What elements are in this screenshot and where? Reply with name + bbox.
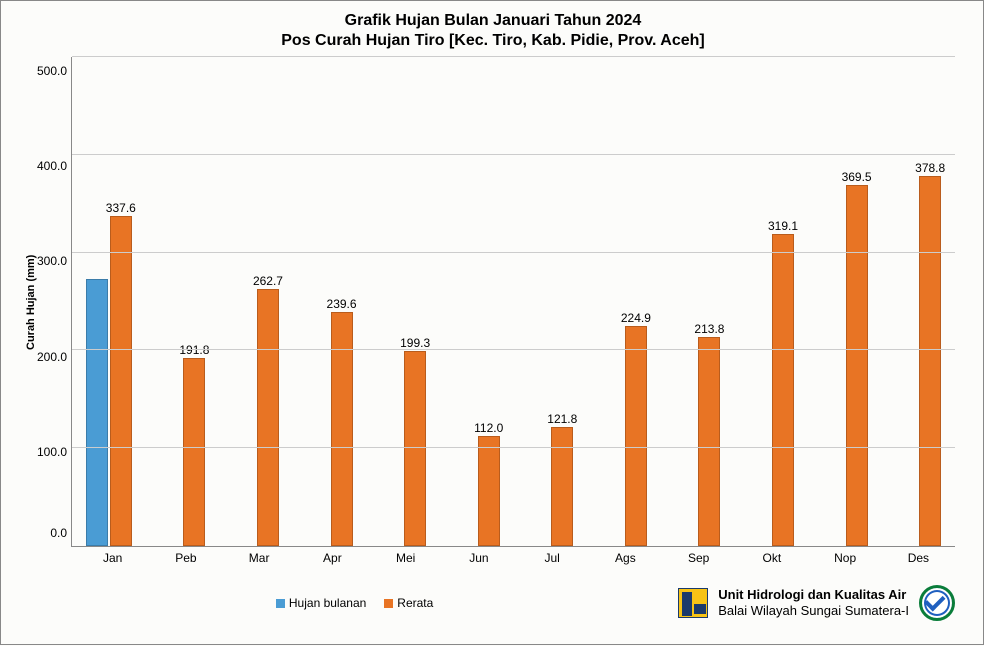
y-tick-label: 400.0 xyxy=(37,159,67,173)
bar-value-label: 121.8 xyxy=(547,412,577,426)
bar-value-label: 191.8 xyxy=(179,343,209,357)
legend-label: Rerata xyxy=(397,596,433,610)
bar-average: 224.9 xyxy=(625,326,647,546)
x-tick-label: Nop xyxy=(809,547,882,565)
iso-badge-icon xyxy=(919,585,955,621)
bar-group: 337.6 xyxy=(72,57,146,546)
bar-group: 112.0 xyxy=(440,57,514,546)
grid-line xyxy=(72,154,955,155)
bar-group: 239.6 xyxy=(293,57,367,546)
bar-value-label: 337.6 xyxy=(106,201,136,215)
bar-average: 239.6 xyxy=(331,312,353,546)
x-tick-label: Peb xyxy=(149,547,222,565)
chart-title: Grafik Hujan Bulan Januari Tahun 2024 Po… xyxy=(21,11,965,51)
org-block: Unit Hidrologi dan Kualitas Air Balai Wi… xyxy=(678,585,955,621)
legend-item: Hujan bulanan xyxy=(276,596,366,610)
bar-group: 224.9 xyxy=(587,57,661,546)
y-tick-label: 300.0 xyxy=(37,254,67,268)
chart-title-line2: Pos Curah Hujan Tiro [Kec. Tiro, Kab. Pi… xyxy=(21,31,965,51)
bar-average: 378.8 xyxy=(919,176,941,546)
bar-value-label: 319.1 xyxy=(768,219,798,233)
bar-value-label: 199.3 xyxy=(400,336,430,350)
y-tick-label: 0.0 xyxy=(37,526,67,540)
bar-average: 262.7 xyxy=(257,289,279,546)
x-tick-label: Sep xyxy=(662,547,735,565)
legend: Hujan bulanan Rerata xyxy=(31,596,678,610)
bar-average: 213.8 xyxy=(698,337,720,546)
plot-area: 337.6 191.8 262.7 239.6 199.3 112.0 121.8 224.9… xyxy=(71,57,955,547)
bar-average: 191.8 xyxy=(183,358,205,546)
bar-group: 121.8 xyxy=(514,57,588,546)
bar-value-label: 112.0 xyxy=(474,421,503,435)
x-tick-label: Des xyxy=(882,547,955,565)
bar-value-label: 378.8 xyxy=(915,161,945,175)
grid-line xyxy=(72,349,955,350)
bar-group: 319.1 xyxy=(734,57,808,546)
bar-group: 199.3 xyxy=(366,57,440,546)
bar-value-label: 224.9 xyxy=(621,311,651,325)
x-tick-label: Jan xyxy=(76,547,149,565)
grid-line xyxy=(72,252,955,253)
org-text: Unit Hidrologi dan Kualitas Air Balai Wi… xyxy=(718,587,909,618)
bar-average: 121.8 xyxy=(551,427,573,546)
y-axis-label: Curah Hujan (mm) xyxy=(21,57,37,547)
bar-monthly xyxy=(86,279,108,546)
legend-swatch-icon xyxy=(276,599,285,608)
bar-average: 319.1 xyxy=(772,234,794,546)
bar-value-label: 213.8 xyxy=(694,322,724,336)
bar-average: 337.6 xyxy=(110,216,132,546)
bar-group: 369.5 xyxy=(808,57,882,546)
rainfall-chart-container: Grafik Hujan Bulan Januari Tahun 2024 Po… xyxy=(1,1,984,646)
x-tick-label: Okt xyxy=(735,547,808,565)
org-line1: Unit Hidrologi dan Kualitas Air xyxy=(718,587,909,603)
bar-group: 213.8 xyxy=(661,57,735,546)
x-tick-label: Mar xyxy=(223,547,296,565)
bar-value-label: 239.6 xyxy=(327,297,357,311)
org-logo-icon xyxy=(678,588,708,618)
bar-value-label: 262.7 xyxy=(253,274,283,288)
bar-average: 199.3 xyxy=(404,351,426,546)
footer: Hujan bulanan Rerata Unit Hidrologi dan K… xyxy=(21,585,965,621)
x-tick-label: Mei xyxy=(369,547,442,565)
bar-average: 369.5 xyxy=(846,185,868,546)
y-tick-label: 500.0 xyxy=(37,64,67,78)
x-tick-label: Jul xyxy=(516,547,589,565)
bar-average: 112.0 xyxy=(478,436,500,546)
bar-group: 262.7 xyxy=(219,57,293,546)
legend-swatch-icon xyxy=(384,599,393,608)
x-tick-label: Apr xyxy=(296,547,369,565)
y-tick-label: 100.0 xyxy=(37,445,67,459)
legend-item: Rerata xyxy=(384,596,433,610)
bar-value-label: 369.5 xyxy=(842,170,872,184)
org-line2: Balai Wilayah Sungai Sumatera-I xyxy=(718,603,909,619)
x-tick-label: Jun xyxy=(442,547,515,565)
y-tick-label: 200.0 xyxy=(37,350,67,364)
y-axis-ticks: 500.0 400.0 300.0 200.0 100.0 0.0 xyxy=(37,57,71,547)
x-axis-labels: JanPebMarAprMeiJunJulAgsSepOktNopDes xyxy=(76,547,955,565)
bar-group: 378.8 xyxy=(881,57,955,546)
plot-row: Curah Hujan (mm) 500.0 400.0 300.0 200.0 100… xyxy=(21,57,965,547)
legend-label: Hujan bulanan xyxy=(289,596,366,610)
chart-title-line1: Grafik Hujan Bulan Januari Tahun 2024 xyxy=(21,11,965,31)
grid-line xyxy=(72,56,955,57)
checkmark-icon xyxy=(924,590,945,611)
grid-line xyxy=(72,447,955,448)
x-tick-label: Ags xyxy=(589,547,662,565)
bars-layer: 337.6 191.8 262.7 239.6 199.3 112.0 121.8 224.9… xyxy=(72,57,955,546)
bar-group: 191.8 xyxy=(146,57,220,546)
